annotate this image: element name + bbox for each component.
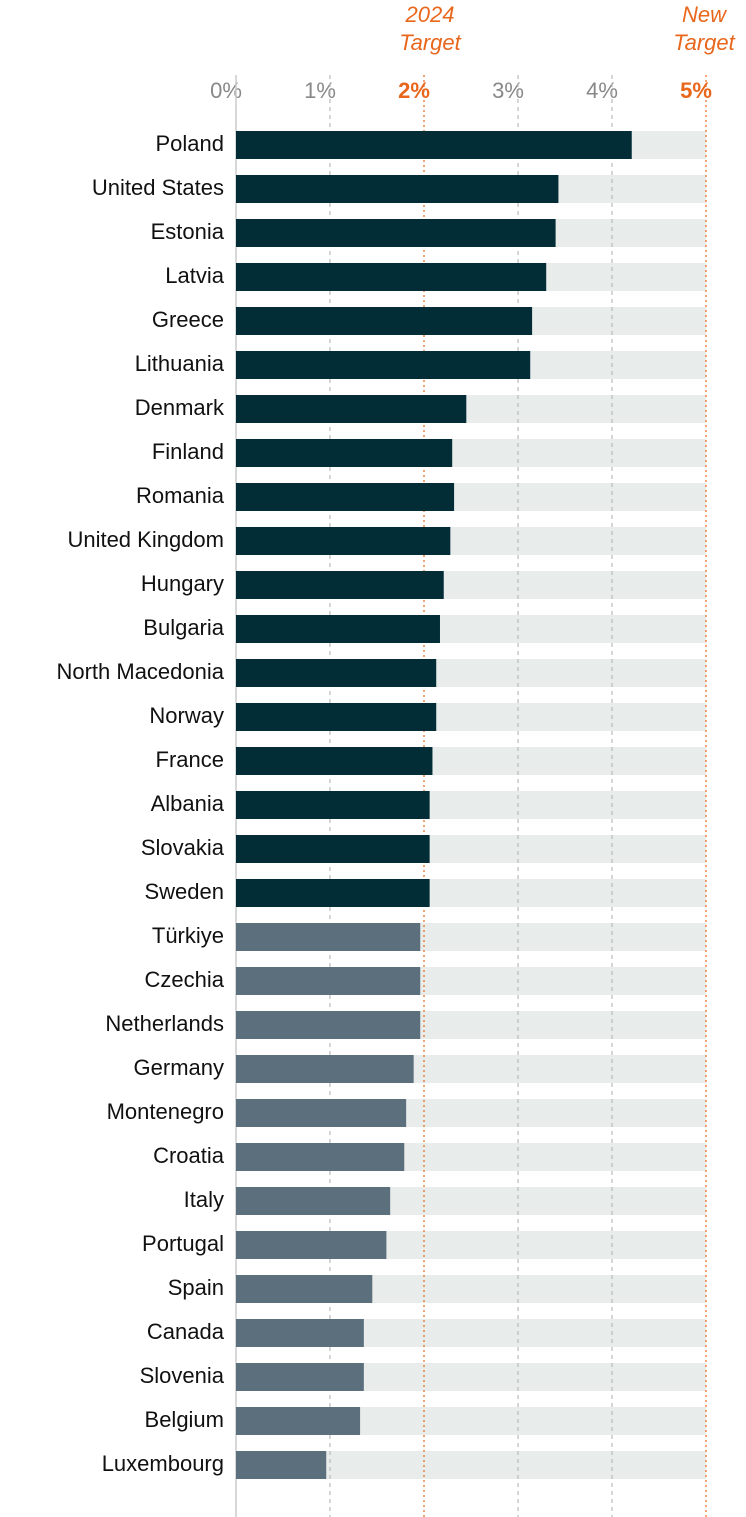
- bar: [236, 1011, 421, 1039]
- category-label: Italy: [184, 1187, 224, 1212]
- category-label: North Macedonia: [56, 659, 224, 684]
- bar: [236, 439, 453, 467]
- bar: [236, 703, 437, 731]
- x-tick-label: 0%: [210, 78, 242, 103]
- bar: [236, 1055, 414, 1083]
- category-label: Czechia: [145, 967, 225, 992]
- category-label: France: [156, 747, 224, 772]
- category-label: Poland: [155, 131, 224, 156]
- bar: [236, 395, 467, 423]
- target-annotation: Target: [673, 30, 735, 55]
- bar: [236, 747, 433, 775]
- category-label: Greece: [152, 307, 224, 332]
- bar: [236, 967, 421, 995]
- category-label: Montenegro: [107, 1099, 224, 1124]
- category-label: Denmark: [135, 395, 225, 420]
- category-label: United Kingdom: [67, 527, 224, 552]
- x-tick-label: 2%: [398, 78, 430, 103]
- x-tick-label: 4%: [586, 78, 618, 103]
- bar: [236, 263, 547, 291]
- bar: [236, 835, 430, 863]
- x-tick-label: 5%: [680, 78, 712, 103]
- category-label: Estonia: [151, 219, 225, 244]
- x-tick-label: 1%: [304, 78, 336, 103]
- category-label: Slovakia: [141, 835, 225, 860]
- bar: [236, 1187, 391, 1215]
- category-label: Portugal: [142, 1231, 224, 1256]
- category-label: Romania: [136, 483, 225, 508]
- bar: [236, 219, 556, 247]
- bar: [236, 1231, 387, 1259]
- category-label: Croatia: [153, 1143, 225, 1168]
- category-label: Lithuania: [135, 351, 225, 376]
- bar: [236, 615, 440, 643]
- category-label: Belgium: [145, 1407, 224, 1432]
- category-label: Canada: [147, 1319, 225, 1344]
- category-label: Spain: [168, 1275, 224, 1300]
- category-label: United States: [92, 175, 224, 200]
- bar: [236, 1407, 361, 1435]
- category-label: Türkiye: [152, 923, 224, 948]
- bar: [236, 1099, 407, 1127]
- bar: [236, 483, 455, 511]
- bar: [236, 1275, 373, 1303]
- bar: [236, 1143, 405, 1171]
- category-label: Bulgaria: [143, 615, 224, 640]
- bar: [236, 175, 559, 203]
- category-label: Norway: [149, 703, 224, 728]
- category-label: Germany: [134, 1055, 224, 1080]
- category-label: Hungary: [141, 571, 224, 596]
- bar: [236, 791, 430, 819]
- category-label: Albania: [151, 791, 225, 816]
- category-label: Sweden: [144, 879, 224, 904]
- bar: [236, 527, 451, 555]
- category-label: Finland: [152, 439, 224, 464]
- target-annotation: New: [682, 2, 728, 27]
- bar: [236, 351, 531, 379]
- bar: [236, 1363, 364, 1391]
- bar: [236, 1451, 327, 1479]
- category-label: Slovenia: [140, 1363, 225, 1388]
- bar: [236, 659, 437, 687]
- category-label: Luxembourg: [102, 1451, 224, 1476]
- bar: [236, 131, 632, 159]
- bar: [236, 1319, 364, 1347]
- bar: [236, 571, 444, 599]
- bar: [236, 307, 533, 335]
- bar: [236, 879, 430, 907]
- target-annotation: Target: [399, 30, 461, 55]
- category-label: Netherlands: [105, 1011, 224, 1036]
- x-tick-label: 3%: [492, 78, 524, 103]
- target-annotation: 2024: [405, 2, 455, 27]
- category-label: Latvia: [165, 263, 224, 288]
- bar: [236, 923, 421, 951]
